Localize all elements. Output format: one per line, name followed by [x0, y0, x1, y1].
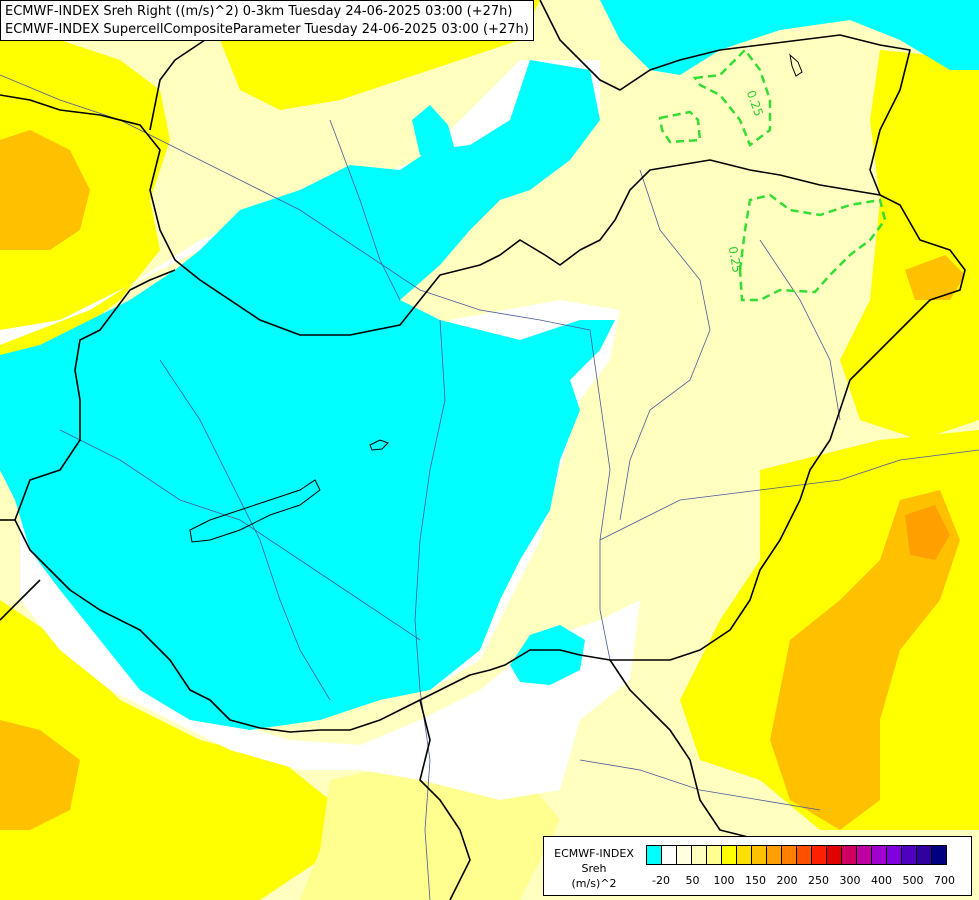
- legend-swatch: [721, 845, 737, 865]
- contour-label-east: 0.25: [726, 245, 744, 274]
- lake-north: [789, 53, 803, 77]
- field-orange-ne-spot: [905, 255, 965, 300]
- legend-tick-label: 300: [839, 874, 861, 887]
- field-yellow-southwest: [0, 600, 330, 900]
- legend-tick-label: 100: [713, 874, 735, 887]
- legend-swatch: [916, 845, 932, 865]
- legend-swatch: [931, 845, 947, 865]
- legend-color-scale: [646, 845, 947, 865]
- legend-swatch: [661, 845, 677, 865]
- legend-swatch: [646, 845, 662, 865]
- legend-tick-label: 50: [685, 874, 700, 887]
- legend-swatch: [856, 845, 872, 865]
- legend-variable: Sreh: [581, 862, 607, 875]
- field-cyan-blob: [412, 105, 455, 160]
- legend-tick-label: 400: [871, 874, 892, 887]
- legend-swatch: [796, 845, 812, 865]
- legend-swatch: [676, 845, 692, 865]
- legend-swatch: [691, 845, 707, 865]
- legend-unit: (m/s)^2: [571, 877, 617, 890]
- legend: ECMWF-INDEX Sreh (m/s)^2 -20 50 100 150 200 2…: [543, 836, 972, 896]
- legend-tick-label: 500: [902, 874, 924, 887]
- field-dark-orange-east: [905, 505, 950, 560]
- legend-swatch: [781, 845, 797, 865]
- field-yellow-northeast: [840, 50, 979, 440]
- legend-swatch: [706, 845, 722, 865]
- field-cyan-main: [0, 60, 615, 730]
- legend-swatch: [841, 845, 857, 865]
- field-orange-sw: [0, 720, 80, 830]
- legend-swatch: [826, 845, 842, 865]
- legend-swatch: [871, 845, 887, 865]
- field-white-band-south: [20, 500, 640, 800]
- map-title-box: ECMWF-INDEX Sreh Right ((m/s)^2) 0-3km T…: [0, 0, 534, 41]
- scp-contours: [658, 48, 887, 302]
- title-line-scp: ECMWF-INDEX SupercellCompositeParameter …: [5, 22, 529, 37]
- legend-title: ECMWF-INDEX: [554, 847, 634, 860]
- legend-swatch: [811, 845, 827, 865]
- legend-tick-label: 250: [808, 874, 829, 887]
- legend-swatch: [736, 845, 752, 865]
- legend-swatch: [766, 845, 782, 865]
- title-line-sreh: ECMWF-INDEX Sreh Right ((m/s)^2) 0-3km T…: [5, 4, 513, 19]
- rivers: [0, 74, 979, 900]
- field-white-band: [0, 60, 600, 345]
- legend-tick-label: 200: [776, 874, 798, 887]
- lake-balaton: [189, 479, 321, 543]
- lake-velence: [369, 439, 389, 451]
- field-cyan-south-blob: [510, 625, 585, 685]
- field-orange-west: [0, 130, 90, 250]
- legend-swatch: [886, 845, 902, 865]
- legend-tick-label: -20: [652, 874, 670, 887]
- legend-swatch: [751, 845, 767, 865]
- field-orange-east: [770, 490, 960, 830]
- legend-swatch: [901, 845, 917, 865]
- legend-tick-label: 700: [934, 874, 955, 887]
- legend-tick-label: 150: [745, 874, 766, 887]
